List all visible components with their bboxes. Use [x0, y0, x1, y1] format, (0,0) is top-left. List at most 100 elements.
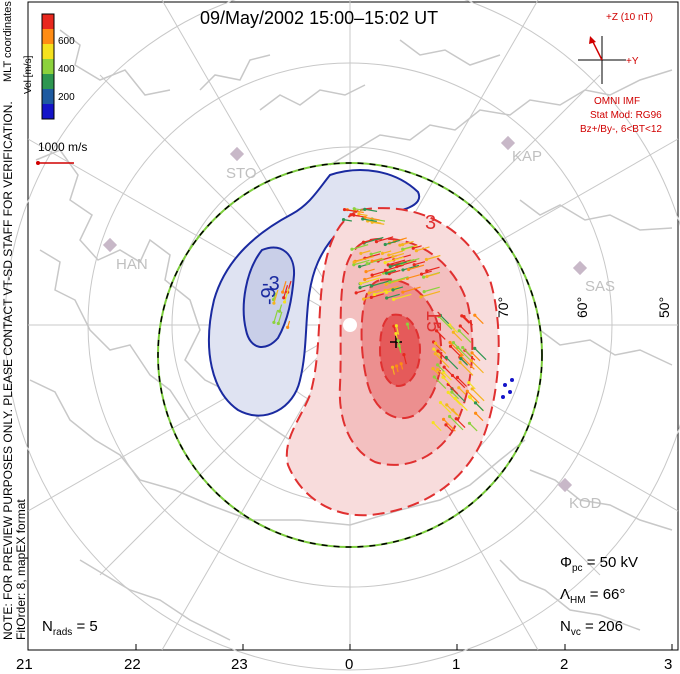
velocity-vector-origin [358, 265, 362, 269]
velocity-vector [362, 218, 377, 222]
velocity-vector [396, 260, 417, 268]
velocity-vector [426, 272, 440, 278]
velocity-vector [364, 216, 380, 221]
velocity-vector [457, 347, 471, 360]
velocity-vector-origin [390, 365, 395, 369]
velocity-vector-origin [369, 295, 373, 299]
velocity-vector [407, 274, 420, 279]
velocity-vector-origin [448, 340, 452, 345]
mlt-label-3: 3 [664, 656, 673, 673]
velocity-vector-origin [468, 396, 472, 400]
colorbar-block [42, 44, 54, 59]
contour-label-minus-3: -3 [262, 273, 280, 295]
velocity-vector [376, 236, 394, 243]
velocity-vector [392, 286, 404, 291]
velocity-vector-origin [446, 390, 450, 395]
velocity-vector-origin [394, 331, 398, 336]
velocity-vector-origin [391, 255, 395, 259]
velocity-vector-origin [363, 277, 367, 282]
velocity-vector-origin [444, 355, 448, 360]
velocity-vector-origin [467, 421, 472, 425]
velocity-vector-origin [425, 274, 429, 279]
velocity-vector-origin [406, 267, 411, 272]
velocity-vector [458, 330, 472, 343]
velocity-vector-origin [501, 395, 505, 399]
hm-boundary-latitude: ΛHM = 66° [560, 586, 626, 606]
mlt-label-0: 0 [345, 656, 354, 673]
velocity-vector [389, 276, 409, 283]
velocity-vector-origin [350, 247, 354, 251]
velocity-vector-origin [457, 329, 461, 333]
velocity-vector-origin [456, 345, 460, 350]
velocity-vector-origin [414, 249, 419, 253]
velocity-vector-origin [450, 390, 454, 394]
velocity-vector-origin [470, 387, 474, 391]
velocity-vector [364, 274, 382, 281]
velocity-vector [445, 357, 459, 370]
velocity-vector [447, 383, 459, 395]
velocity-vector-origin [374, 240, 379, 244]
velocity-vector-origin [402, 353, 406, 357]
velocity-vector-origin [433, 341, 438, 345]
station-marker-han [102, 237, 118, 253]
velocity-vector [402, 286, 421, 293]
velocity-vector-origin [467, 380, 471, 385]
coastlines [29, 29, 673, 641]
velocity-vector [454, 398, 468, 412]
velocity-vector-origin [473, 401, 478, 405]
velocity-vector [399, 241, 410, 246]
station-marker-sto [229, 146, 245, 162]
velocity-vector-origin [372, 292, 377, 297]
colorbar-unit-label: Vel [m/s] [23, 55, 34, 94]
velocity-vector [475, 412, 484, 422]
velocity-vector-origin [458, 324, 462, 328]
velocity-vector-origin [385, 296, 389, 300]
velocity-vector-origin [441, 375, 445, 379]
plot-title: 09/May/2002 15:00–15:02 UT [200, 8, 439, 28]
velocity-vector-origin [455, 375, 460, 379]
velocity-vector-origin [401, 247, 405, 251]
velocity-vector-origin [383, 242, 387, 247]
velocity-vector [388, 259, 406, 266]
velocity-vector [360, 250, 371, 255]
velocity-vector [455, 418, 466, 428]
velocity-vector [402, 245, 414, 250]
velocity-vector-origin [359, 251, 363, 256]
velocity-vector-origin [445, 403, 449, 407]
velocity-vector-origin [461, 345, 465, 350]
velocity-vector [385, 239, 401, 246]
velocity-vector-origin [398, 243, 402, 247]
velocity-vector [443, 371, 452, 381]
velocity-vector [390, 261, 407, 268]
contour-label-3: 3 [425, 212, 437, 234]
velocity-vector-origin [388, 265, 392, 269]
velocity-vector-origin [365, 262, 369, 266]
positive-convection-cell [285, 207, 500, 517]
velocity-vector-origin [349, 213, 353, 217]
velocity-vector [273, 309, 279, 323]
velocity-vector [437, 369, 446, 378]
velocity-vector [426, 254, 441, 261]
velocity-vector [386, 293, 400, 299]
velocity-vector [368, 289, 381, 294]
velocity-vector [283, 285, 289, 298]
velocity-vector-origin [352, 207, 356, 211]
velocity-vector [408, 264, 425, 271]
velocity-vector [459, 325, 470, 335]
velocity-vector-origin [395, 264, 399, 269]
velocity-vector [384, 285, 399, 291]
station-label-kap: KAP [512, 148, 543, 165]
velocity-vector [475, 402, 484, 412]
velocity-vector [449, 342, 464, 357]
velocity-vector [460, 355, 475, 370]
velocity-vector-origin [388, 280, 392, 284]
velocity-vector-origin [459, 357, 463, 361]
velocity-vector-origin [401, 290, 405, 294]
velocity-vector [367, 220, 382, 224]
velocity-vector-origin [432, 347, 436, 351]
vector-count: Nvc = 206 [560, 618, 623, 638]
negative-cell-fill [208, 169, 421, 417]
velocity-vector [457, 376, 468, 387]
velocity-vector-origin [384, 271, 389, 275]
colorbar-tick-400: 400 [58, 64, 75, 75]
